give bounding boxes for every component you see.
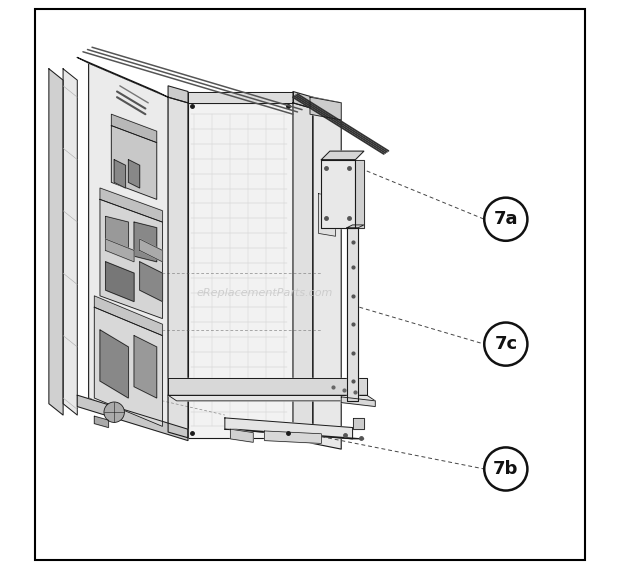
Polygon shape [341,397,375,406]
Polygon shape [94,416,108,427]
Polygon shape [78,395,188,440]
Polygon shape [313,97,341,114]
Polygon shape [313,109,341,449]
Text: 7b: 7b [493,460,518,478]
Polygon shape [105,262,134,302]
Circle shape [484,197,528,241]
Polygon shape [293,92,313,109]
Polygon shape [112,126,157,199]
Text: 7c: 7c [494,335,517,353]
Text: eReplacementParts.com: eReplacementParts.com [197,288,333,298]
Text: 7a: 7a [494,210,518,228]
Polygon shape [114,160,125,188]
Polygon shape [231,429,253,442]
Polygon shape [134,222,157,262]
Polygon shape [63,69,78,415]
Polygon shape [188,103,293,438]
Polygon shape [353,418,364,429]
Polygon shape [168,86,188,103]
Polygon shape [321,151,364,160]
Polygon shape [347,228,358,401]
Polygon shape [188,92,293,103]
Polygon shape [225,429,364,439]
Polygon shape [168,97,188,438]
Polygon shape [321,160,355,228]
Circle shape [484,447,528,490]
Polygon shape [134,336,157,398]
Polygon shape [140,239,162,262]
Polygon shape [105,216,128,256]
Polygon shape [140,262,162,302]
Polygon shape [100,199,162,319]
Polygon shape [78,57,168,97]
Circle shape [484,323,528,366]
Polygon shape [319,193,335,236]
Polygon shape [112,114,157,143]
Polygon shape [105,239,134,262]
Polygon shape [89,63,168,432]
Polygon shape [225,418,353,439]
Polygon shape [100,330,128,398]
Polygon shape [310,97,341,120]
Polygon shape [94,307,162,426]
Polygon shape [168,378,367,395]
Polygon shape [347,225,364,228]
Polygon shape [128,160,140,188]
Polygon shape [100,188,162,222]
Polygon shape [355,160,364,228]
Circle shape [104,402,125,422]
Polygon shape [168,395,375,401]
Polygon shape [94,296,162,336]
Polygon shape [293,103,313,443]
Polygon shape [49,69,63,415]
Polygon shape [265,431,321,443]
